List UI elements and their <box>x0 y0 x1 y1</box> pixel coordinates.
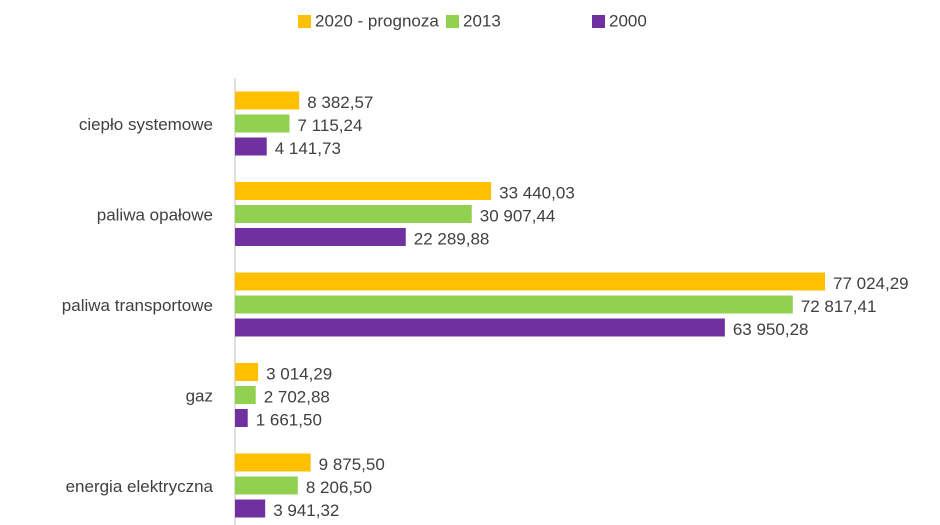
value-label: 1 661,50 <box>256 410 322 429</box>
value-label: 3 941,32 <box>273 501 339 520</box>
category-label: energia elektryczna <box>66 477 214 496</box>
value-label: 22 289,88 <box>414 229 490 248</box>
category-label: ciepło systemowe <box>79 115 213 134</box>
legend-label: 2020 - prognoza <box>315 11 439 30</box>
bar <box>235 318 725 337</box>
value-label: 9 875,50 <box>319 455 385 474</box>
bar <box>235 476 298 495</box>
bar <box>235 91 300 110</box>
bar <box>235 409 248 427</box>
bar <box>235 228 406 246</box>
bar <box>235 295 793 314</box>
legend-swatch <box>298 15 311 28</box>
bar <box>235 272 825 291</box>
bar <box>235 137 267 156</box>
value-label: 8 382,57 <box>307 93 373 112</box>
bar <box>235 499 266 518</box>
value-label: 33 440,03 <box>499 183 575 202</box>
category-label: paliwa transportowe <box>62 296 213 315</box>
value-label: 7 115,24 <box>298 116 363 135</box>
bar <box>235 205 472 223</box>
legend-label: 2013 <box>463 11 501 30</box>
value-label: 4 141,73 <box>275 139 341 158</box>
category-label: gaz <box>186 386 213 405</box>
value-label: 63 950,28 <box>733 320 809 339</box>
legend-label: 2000 <box>609 11 647 30</box>
value-label: 8 206,50 <box>306 478 372 497</box>
bar <box>235 114 290 133</box>
bar <box>235 453 311 472</box>
bar <box>235 386 256 404</box>
bar <box>235 363 259 381</box>
value-label: 3 014,29 <box>266 364 332 383</box>
legend-swatch <box>446 15 459 28</box>
legend-swatch <box>592 15 605 28</box>
value-label: 77 024,29 <box>833 274 909 293</box>
bar <box>235 182 492 200</box>
value-label: 30 907,44 <box>480 206 556 225</box>
value-label: 72 817,41 <box>801 297 877 316</box>
value-label: 2 702,88 <box>264 387 330 406</box>
category-label: paliwa opałowe <box>97 205 213 224</box>
